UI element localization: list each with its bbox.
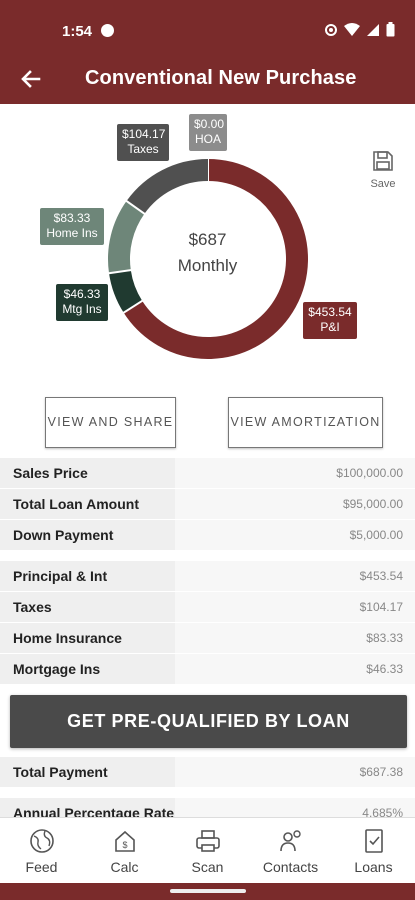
taxes-tag-label: Taxes	[127, 142, 159, 156]
donut-segment-mtg-ins	[109, 269, 143, 313]
wifi-icon	[344, 22, 360, 42]
save-button[interactable]: Save	[366, 150, 400, 190]
nav-label: Contacts	[262, 859, 319, 875]
nav-label: Calc	[110, 859, 139, 875]
system-gesture-bar	[0, 883, 415, 900]
scanner-icon	[195, 828, 221, 854]
row-value: $5,000.00	[175, 520, 415, 550]
loan-document-icon	[361, 828, 387, 854]
taxes-tag: $104.17 Taxes	[117, 124, 169, 161]
donut-separator	[107, 268, 132, 275]
home-gesture-handle[interactable]	[170, 889, 246, 893]
table-row: Home Insurance $83.33	[0, 623, 415, 654]
loan-summary-table: Sales Price $100,000.00 Total Loan Amoun…	[0, 458, 415, 551]
nav-item-contacts[interactable]: Contacts	[249, 818, 332, 883]
save-label: Save	[370, 178, 396, 190]
monthly-total-label: Monthly	[177, 256, 238, 275]
donut-separator	[122, 299, 144, 315]
table-row: Down Payment $5,000.00	[0, 520, 415, 551]
donut-segments	[107, 158, 308, 359]
nav-item-calc[interactable]: $ Calc	[83, 818, 166, 883]
mtg-ins-tag-label: Mtg Ins	[62, 302, 102, 316]
row-value: $687.38	[175, 757, 415, 787]
battery-icon	[386, 22, 395, 42]
back-arrow-icon[interactable]	[18, 66, 44, 92]
donut-separator	[125, 199, 146, 216]
row-label: Home Insurance	[0, 623, 175, 653]
row-value: $453.54	[175, 561, 415, 591]
row-value: $95,000.00	[175, 489, 415, 519]
nav-label: Feed	[25, 859, 58, 875]
home-ins-tag-amount: $83.33	[53, 211, 91, 225]
pi-tag-amount: $453.54	[308, 305, 352, 319]
get-pre-qualified-button[interactable]: GET PRE-QUALIFIED BY LOAN	[10, 695, 407, 748]
donut-segment-p-i	[123, 159, 308, 359]
contacts-icon	[278, 828, 304, 854]
home-ins-tag-label: Home Ins	[46, 226, 98, 240]
svg-text:$: $	[122, 840, 127, 850]
status-icons	[324, 22, 395, 42]
nav-item-scan[interactable]: Scan	[166, 818, 249, 883]
row-value: $100,000.00	[175, 458, 415, 488]
home-ins-tag: $83.33 Home Ins	[40, 208, 104, 245]
table-row: Taxes $104.17	[0, 592, 415, 623]
bottom-navigation: Feed $ Calc Scan Contacts Loans	[0, 817, 415, 883]
payment-donut-chart: $687 Monthly $104.17 Taxes $0.00 HOA $83…	[0, 104, 415, 394]
monthly-total-amount: $687	[188, 230, 227, 249]
row-value: $104.17	[175, 592, 415, 622]
globe-icon	[29, 828, 55, 854]
hoa-tag: $0.00 HOA	[189, 114, 227, 151]
row-label: Taxes	[0, 592, 175, 622]
donut-segment-taxes	[126, 159, 209, 215]
taxes-tag-amount: $104.17	[122, 127, 166, 141]
pi-tag: $453.54 P&I	[303, 302, 357, 339]
row-label: Mortgage Ins	[0, 654, 175, 684]
signal-icon	[366, 23, 380, 42]
location-icon	[324, 23, 338, 42]
payment-breakdown-table: Principal & Int $453.54 Taxes $104.17 Ho…	[0, 561, 415, 685]
mtg-ins-tag-amount: $46.33	[63, 287, 101, 301]
hoa-tag-amount: $0.00	[194, 117, 225, 131]
row-label: Total Loan Amount	[0, 489, 175, 519]
hoa-tag-label: HOA	[194, 132, 221, 146]
nav-item-loans[interactable]: Loans	[332, 818, 415, 883]
table-row: Total Payment $687.38	[0, 757, 415, 788]
view-and-share-button[interactable]: VIEW AND SHARE	[45, 397, 176, 448]
mtg-ins-tag: $46.33 Mtg Ins	[56, 284, 108, 321]
donut-svg	[107, 158, 308, 359]
app-bar: Conventional New Purchase	[0, 56, 415, 104]
donut-segment-home-ins	[108, 201, 145, 274]
table-row: Mortgage Ins $46.33	[0, 654, 415, 685]
page-title: Conventional New Purchase	[85, 67, 357, 89]
table-row: Total Loan Amount $95,000.00	[0, 489, 415, 520]
table-row: Sales Price $100,000.00	[0, 458, 415, 489]
view-amortization-button[interactable]: VIEW AMORTIZATION	[228, 397, 383, 448]
pi-tag-label: P&I	[320, 320, 340, 334]
row-label: Total Payment	[0, 757, 175, 787]
row-value: $83.33	[175, 623, 415, 653]
notification-app-icon	[101, 24, 114, 37]
row-label: Sales Price	[0, 458, 175, 488]
table-row: Principal & Int $453.54	[0, 561, 415, 592]
floppy-disk-icon	[372, 150, 394, 172]
nav-item-feed[interactable]: Feed	[0, 818, 83, 883]
nav-label: Loans	[354, 859, 393, 875]
status-time: 1:54	[62, 23, 93, 40]
status-bar: 1:54	[0, 0, 415, 56]
row-label: Principal & Int	[0, 561, 175, 591]
row-value: $46.33	[175, 654, 415, 684]
calculator-icon: $	[112, 828, 138, 854]
row-label: Down Payment	[0, 520, 175, 550]
nav-label: Scan	[191, 859, 224, 875]
